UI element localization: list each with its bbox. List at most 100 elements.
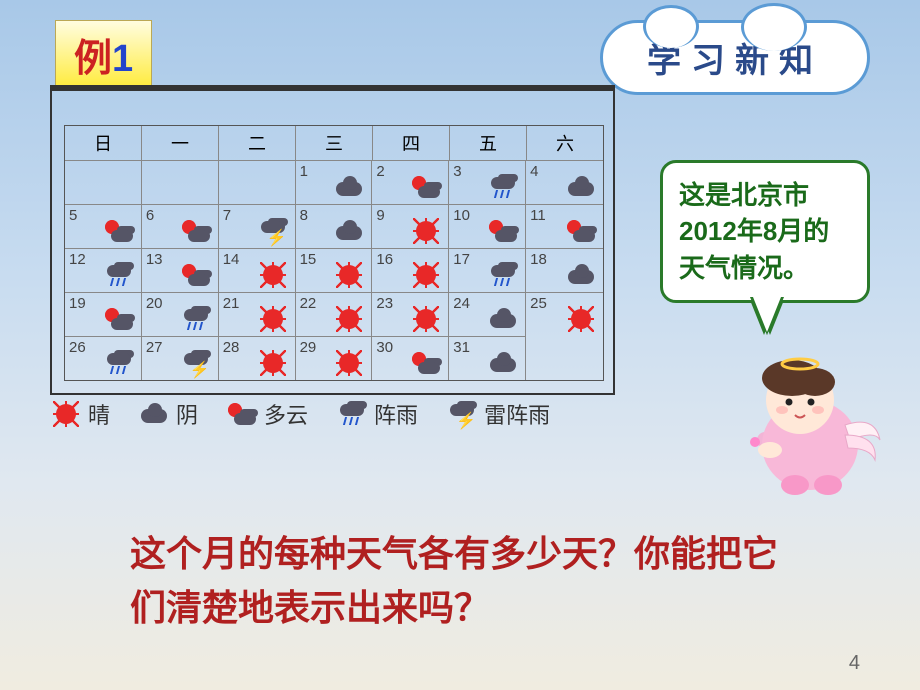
bubble-text: 这是北京市2012年8月的天气情况。 [679, 180, 829, 283]
pcloud-icon [226, 401, 258, 427]
day-number: 24 [453, 295, 470, 312]
rain-icon [103, 350, 135, 376]
pcloud-icon [487, 218, 519, 244]
speech-bubble: 这是北京市2012年8月的天气情况。 [660, 160, 870, 303]
day-number: 5 [69, 207, 77, 224]
day-number: 19 [69, 295, 86, 312]
day-number: 25 [530, 295, 547, 312]
sun-icon [333, 350, 365, 376]
day-number: 23 [376, 295, 393, 312]
calendar-day-cell: 28 [219, 336, 296, 380]
calendar-blank-cell [219, 160, 296, 204]
rain-icon [487, 174, 519, 200]
title-text: 学习新知 [647, 33, 823, 82]
legend-item: 阵雨 [336, 398, 418, 430]
cloud-icon [333, 174, 365, 200]
day-number: 21 [223, 295, 240, 312]
calendar-day-cell: 12 [65, 248, 142, 292]
calendar-day-cell: 30 [372, 336, 449, 380]
day-number: 27 [146, 339, 163, 356]
day-number: 10 [453, 207, 470, 224]
example-badge: 例1 [55, 20, 152, 89]
rain-icon [487, 262, 519, 288]
legend-label: 雷阵雨 [484, 398, 550, 430]
calendar-day-cell: 16 [372, 248, 449, 292]
calendar-day-cell: 13 [142, 248, 219, 292]
sun-icon [50, 401, 82, 427]
weekday-header: 日一二三四五六 [65, 126, 603, 160]
pcloud-icon [103, 306, 135, 332]
pcloud-icon [180, 262, 212, 288]
calendar-day-cell: 7 [219, 204, 296, 248]
cloud-icon [487, 306, 519, 332]
weekday-cell: 六 [527, 126, 603, 160]
calendar-day-cell: 18 [526, 248, 603, 292]
weekday-cell: 一 [142, 126, 219, 160]
rain-icon [103, 262, 135, 288]
calendar-blank-cell [142, 160, 219, 204]
calendar-day-cell: 24 [449, 292, 526, 336]
sun-icon [410, 218, 442, 244]
calendar-inner: 日一二三四五六 12345678910111213141516171819202… [64, 125, 604, 381]
calendar-day-cell: 1 [296, 160, 373, 204]
day-number: 6 [146, 207, 154, 224]
day-number: 31 [453, 339, 470, 356]
day-number: 26 [69, 339, 86, 356]
sun-icon [410, 306, 442, 332]
pcloud-icon [410, 350, 442, 376]
question-text: 这个月的每种天气各有多少天？你能把它们清楚地表示出来吗？ [130, 527, 800, 635]
legend-label: 阵雨 [374, 398, 418, 430]
calendar-day-cell: 23 [372, 292, 449, 336]
calendar-frame: 日一二三四五六 12345678910111213141516171819202… [50, 85, 615, 395]
thunder-icon [180, 350, 212, 376]
day-number: 9 [376, 207, 384, 224]
calendar-day-cell: 17 [449, 248, 526, 292]
calendar-day-cell: 22 [296, 292, 373, 336]
legend-item: 阴 [138, 398, 198, 430]
pcloud-icon [410, 174, 442, 200]
calendar-blank-cell [65, 160, 142, 204]
calendar-day-cell: 3 [449, 160, 526, 204]
calendar-day-cell: 27 [142, 336, 219, 380]
legend-item: 雷阵雨 [446, 398, 550, 430]
cloud-icon [138, 401, 170, 427]
pcloud-icon [565, 218, 597, 244]
calendar-day-cell: 6 [142, 204, 219, 248]
sun-icon [333, 306, 365, 332]
day-number: 15 [300, 251, 317, 268]
cloud-icon [565, 174, 597, 200]
calendar-day-cell: 14 [219, 248, 296, 292]
legend-item: 多云 [226, 398, 308, 430]
sun-icon [333, 262, 365, 288]
sun-icon [257, 306, 289, 332]
day-number: 16 [376, 251, 393, 268]
legend-item: 晴 [50, 398, 110, 430]
day-number: 1 [300, 163, 308, 180]
day-number: 14 [223, 251, 240, 268]
day-number: 29 [300, 339, 317, 356]
example-label: 例 [74, 38, 112, 80]
calendar-day-cell: 29 [296, 336, 373, 380]
sun-icon [257, 262, 289, 288]
calendar-day-cell: 21 [219, 292, 296, 336]
day-number: 4 [530, 163, 538, 180]
sun-icon [410, 262, 442, 288]
day-number: 17 [453, 251, 470, 268]
calendar-day-cell: 26 [65, 336, 142, 380]
weather-legend: 晴 阴多云 阵雨 雷阵雨 [50, 398, 550, 430]
day-number: 12 [69, 251, 86, 268]
calendar-day-cell: 15 [296, 248, 373, 292]
pcloud-icon [103, 218, 135, 244]
legend-label: 阴 [176, 398, 198, 430]
rain-icon [180, 306, 212, 332]
day-number: 28 [223, 339, 240, 356]
calendar-day-cell: 4 [526, 160, 603, 204]
pcloud-icon [180, 218, 212, 244]
calendar-day-cell: 19 [65, 292, 142, 336]
calendar-day-cell: 25 [526, 292, 603, 336]
day-number: 7 [223, 207, 231, 224]
sun-icon [257, 350, 289, 376]
calendar-day-cell: 10 [449, 204, 526, 248]
weekday-cell: 三 [296, 126, 373, 160]
calendar-day-cell: 5 [65, 204, 142, 248]
